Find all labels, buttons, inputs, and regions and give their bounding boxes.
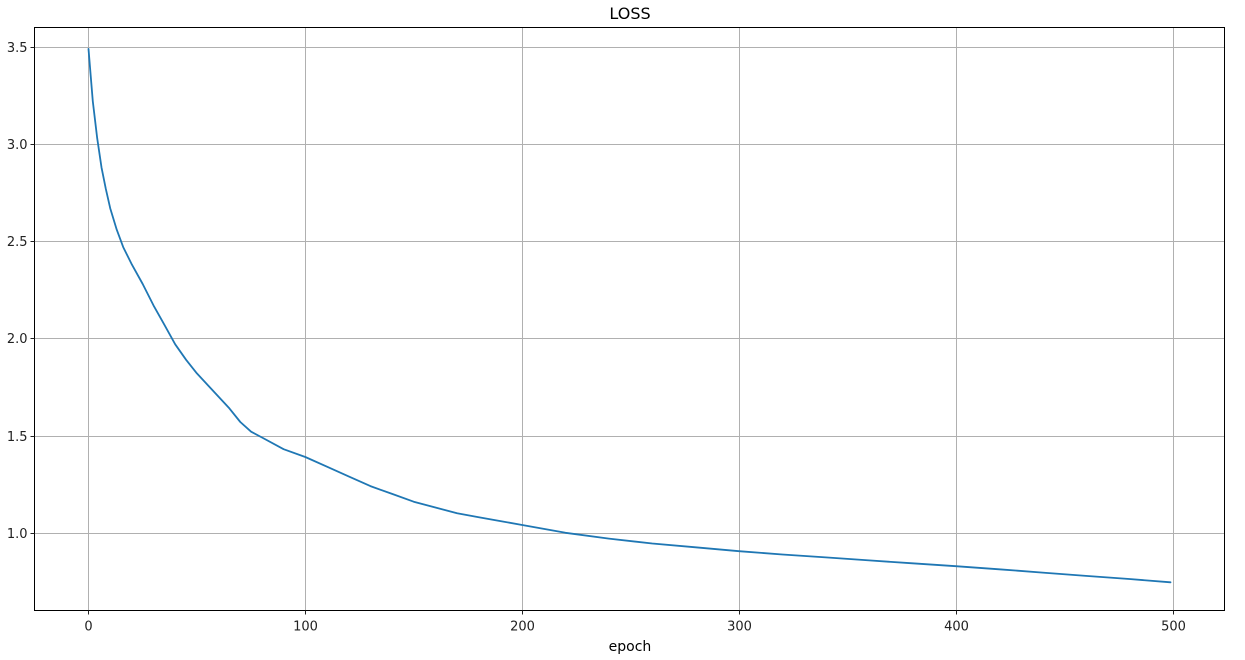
x-tick-label: 500 (1161, 620, 1186, 635)
y-tick-label: 3.5 (7, 41, 28, 56)
x-tick-label: 200 (510, 620, 535, 635)
grid (34, 27, 1225, 611)
x-tick-label: 400 (944, 620, 969, 635)
ticks: 0 100 200 300 400 500 1.0 1.5 2.0 2.5 3.0 3.5 (7, 41, 1186, 635)
loss-series-line (87, 48, 1172, 584)
x-tick-label: 100 (293, 620, 318, 635)
x-tick-label: 300 (727, 620, 752, 635)
y-tick-label: 2.5 (7, 235, 28, 250)
y-tick-label: 2.0 (7, 332, 28, 347)
y-tick-label: 3.0 (7, 138, 28, 153)
y-tick-label: 1.5 (7, 430, 28, 445)
chart-title: LOSS (609, 4, 650, 23)
x-axis-label: epoch (609, 639, 652, 655)
plot-frame (34, 27, 1225, 611)
y-tick-label: 1.0 (7, 527, 28, 542)
series-layer (87, 48, 1172, 584)
x-tick-label: 0 (84, 620, 92, 635)
